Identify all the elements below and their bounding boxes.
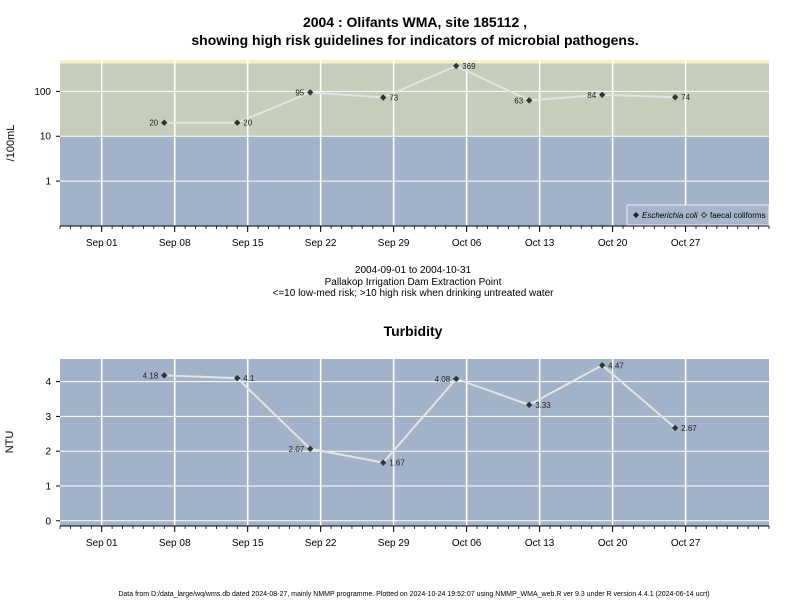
data-label: 63 xyxy=(514,96,523,105)
data-label: 3.33 xyxy=(535,401,551,410)
data-point xyxy=(598,362,606,369)
data-point xyxy=(598,91,606,98)
data-label: 2.67 xyxy=(681,424,697,433)
data-point xyxy=(453,375,460,383)
legend-marker-ecoli xyxy=(633,212,639,218)
microbial-chart: 1 10 100 Sep 01 Sep 08 Sep 15 Sep 22 Sep 29 Oct … xyxy=(34,60,770,249)
data-label: 84 xyxy=(587,91,596,100)
x-tick-label: Sep 01 xyxy=(86,238,118,249)
x-tick-label: Sep 15 xyxy=(232,538,264,549)
y-tick-label: 10 xyxy=(40,132,52,143)
x-tick-label: Sep 08 xyxy=(159,238,191,249)
data-point xyxy=(307,89,314,96)
x-tick-label: Oct 20 xyxy=(598,538,628,549)
x-tick-label: Sep 22 xyxy=(305,538,337,549)
data-point xyxy=(161,119,168,126)
x-tick-label: Oct 20 xyxy=(598,238,628,249)
data-point xyxy=(307,445,314,452)
data-label: 369 xyxy=(462,62,476,71)
y-tick-label: 1 xyxy=(45,177,51,188)
chart1-title: 2004 : Olifants WMA, site 185112 , xyxy=(303,14,527,30)
series-line xyxy=(164,64,676,124)
y-tick-label: 100 xyxy=(34,87,51,98)
data-label: 4.47 xyxy=(608,361,624,370)
chart1-ylabel: /100mL xyxy=(5,125,17,162)
x-tick-label: Sep 01 xyxy=(86,538,118,549)
data-label: 4.1 xyxy=(243,374,255,383)
y-tick-label: 3 xyxy=(45,412,51,423)
x-tick-label: Oct 06 xyxy=(452,238,482,249)
data-label: 1.67 xyxy=(389,459,405,468)
y-tick-label: 0 xyxy=(45,516,51,527)
data-label: 4.08 xyxy=(435,375,451,384)
data-point xyxy=(525,97,533,104)
x-tick-label: Oct 27 xyxy=(671,238,701,249)
x-tick-label: Sep 08 xyxy=(159,538,191,549)
turbidity-chart: 0 1 2 3 4 Sep 01 Sep 08 Sep 15 Sep 22 Sep 29 Oct 0… xyxy=(45,359,770,549)
data-label: 20 xyxy=(149,119,158,128)
legend-box xyxy=(626,204,770,226)
chart1-subtitle: showing high risk guidelines for indicat… xyxy=(191,32,638,48)
x-tick-label: Sep 29 xyxy=(378,238,410,249)
data-point xyxy=(234,119,241,126)
data-point xyxy=(380,459,387,466)
risk-band xyxy=(60,60,769,64)
data-point xyxy=(161,372,168,379)
legend-label-ecoli: Escherichia coli xyxy=(642,211,698,220)
chart2-title: Turbidity xyxy=(384,323,443,339)
chart2-ylabel: NTU xyxy=(4,431,16,454)
info-guideline: <=10 low-med risk; >10 high risk when dr… xyxy=(273,288,555,299)
x-tick-label: Sep 22 xyxy=(305,238,337,249)
data-label: 73 xyxy=(389,94,398,103)
legend-marker-faecal xyxy=(700,211,708,219)
y-tick-label: 1 xyxy=(45,481,51,492)
data-label: 2.07 xyxy=(289,445,305,454)
series-line xyxy=(164,364,676,464)
data-point xyxy=(671,94,679,101)
info-date-range: 2004-09-01 to 2004-10-31 xyxy=(355,265,472,276)
x-tick-label: Oct 27 xyxy=(671,538,701,549)
x-tick-label: Sep 15 xyxy=(232,238,264,249)
data-label: 4.18 xyxy=(143,371,159,380)
data-point xyxy=(380,94,387,101)
x-tick-label: Oct 06 xyxy=(452,538,482,549)
data-point xyxy=(234,374,241,382)
data-label: 20 xyxy=(243,119,252,128)
info-site-name: Pallakop Irrigation Dam Extraction Point xyxy=(325,277,502,288)
data-label: 95 xyxy=(295,88,304,97)
y-tick-label: 2 xyxy=(45,447,51,458)
data-point xyxy=(453,62,460,70)
y-tick-label: 4 xyxy=(45,377,51,388)
data-point xyxy=(671,424,679,432)
data-point xyxy=(525,401,533,409)
plot-background xyxy=(60,359,769,526)
x-tick-label: Sep 29 xyxy=(378,538,410,549)
data-label: 74 xyxy=(681,93,690,102)
x-tick-label: Oct 13 xyxy=(525,538,555,549)
footer-note: Data from D:/data_large/wq/wms.db dated … xyxy=(118,591,709,598)
risk-band xyxy=(60,63,769,137)
legend-label-faecal: faecal coliforms xyxy=(710,211,766,220)
x-tick-label: Oct 13 xyxy=(525,238,555,249)
